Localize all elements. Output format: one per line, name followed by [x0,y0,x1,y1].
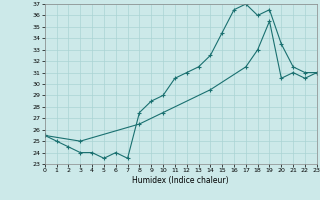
X-axis label: Humidex (Indice chaleur): Humidex (Indice chaleur) [132,176,229,185]
